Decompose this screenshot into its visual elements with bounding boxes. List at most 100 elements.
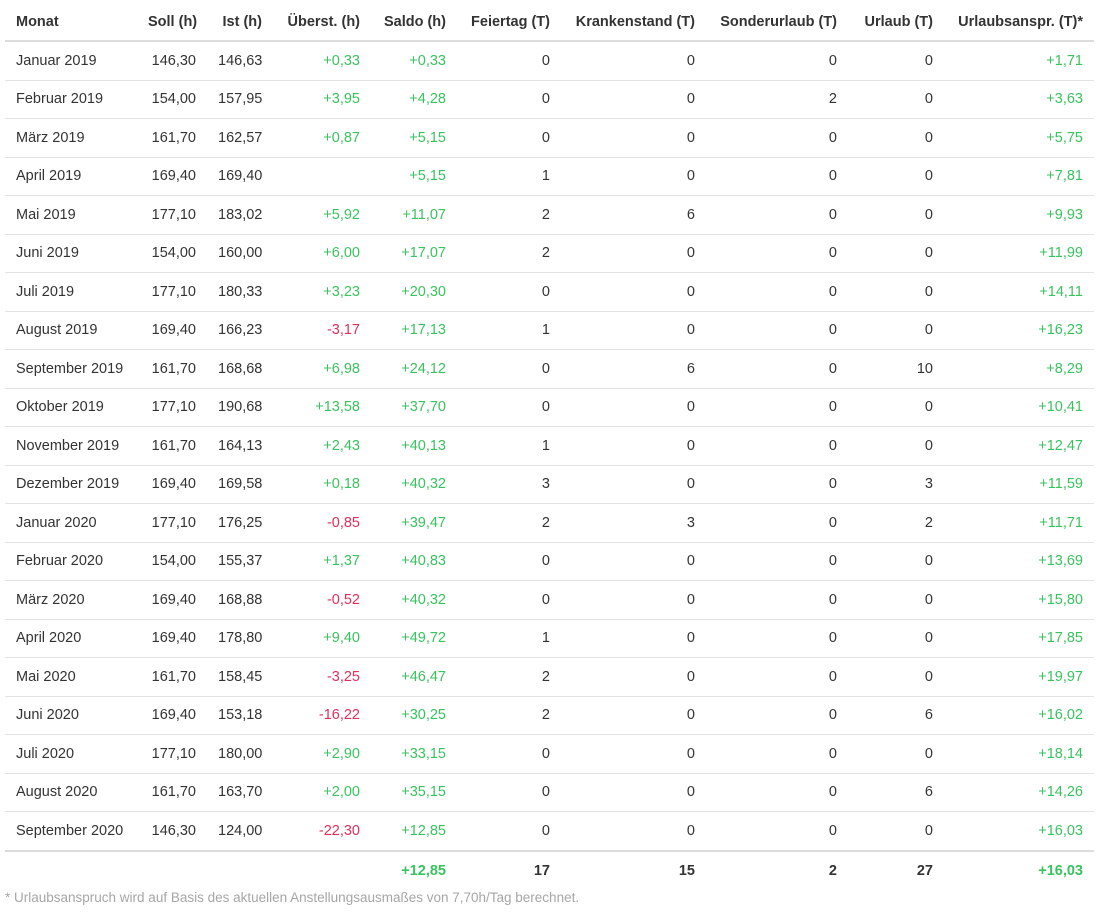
cell-urlaubsanspruch: +16,23: [944, 311, 1094, 350]
cell-sonderurlaub: 0: [706, 734, 848, 774]
cell-krankenstand: 0: [561, 619, 706, 658]
cell-monat: Juli 2019: [5, 272, 137, 312]
cell-feiertag: 0: [457, 41, 561, 81]
cell-sonderurlaub: 0: [706, 272, 848, 312]
header-feiertag[interactable]: Feiertag (T): [457, 3, 561, 42]
cell-urlaubsanspruch: +1,71: [944, 41, 1094, 81]
cell-ist: 169,58: [207, 465, 273, 504]
cell-feiertag: 0: [457, 272, 561, 312]
cell-saldo: +33,15: [371, 734, 457, 774]
cell-monat: Juli 2020: [5, 734, 137, 774]
cell-soll: 177,10: [137, 195, 207, 235]
cell-ist: 160,00: [207, 234, 273, 273]
cell-saldo: +35,15: [371, 773, 457, 812]
cell-krankenstand: 0: [561, 41, 706, 81]
header-urlaub[interactable]: Urlaub (T): [848, 3, 944, 42]
cell-ist: 169,40: [207, 157, 273, 196]
cell-ist: 163,70: [207, 773, 273, 812]
cell-urlaubsanspruch: +7,81: [944, 157, 1094, 196]
header-krankenstand[interactable]: Krankenstand (T): [561, 3, 706, 42]
table-row: Juni 2019 154,00 160,00 +6,00 +17,07 2 0 0 0 +11,…: [5, 234, 1094, 273]
cell-urlaub: 3: [848, 465, 944, 504]
cell-feiertag: 0: [457, 388, 561, 427]
cell-urlaubsanspruch: +11,99: [944, 234, 1094, 273]
cell-urlaubsanspruch: +3,63: [944, 80, 1094, 119]
cell-ist: 190,68: [207, 388, 273, 427]
cell-urlaubsanspruch: +11,59: [944, 465, 1094, 504]
cell-ist: 146,63: [207, 41, 273, 81]
total-urlaub: 27: [848, 849, 944, 890]
cell-ist: 183,02: [207, 195, 273, 235]
table-row: Juli 2019 177,10 180,33 +3,23 +20,30 0 0 0 0 +14,…: [5, 272, 1094, 312]
cell-ist: 178,80: [207, 619, 273, 658]
footnote: * Urlaubsanspruch wird auf Basis des akt…: [5, 890, 580, 905]
table-row: August 2019 169,40 166,23 -3,17 +17,13 1 0 0 0 +1…: [5, 311, 1094, 350]
header-ist[interactable]: Ist (h): [207, 3, 273, 42]
cell-urlaubsanspruch: +9,93: [944, 195, 1094, 235]
cell-saldo: +40,32: [371, 465, 457, 504]
cell-monat: Oktober 2019: [5, 388, 137, 427]
cell-ueberstunden: -22,30: [273, 811, 371, 851]
cell-monat: April 2019: [5, 157, 137, 196]
cell-saldo: +17,13: [371, 311, 457, 350]
header-sonderurlaub[interactable]: Sonderurlaub (T): [706, 3, 848, 42]
cell-urlaub: 0: [848, 426, 944, 466]
header-soll[interactable]: Soll (h): [137, 3, 207, 42]
cell-feiertag: 1: [457, 157, 561, 196]
table-row: November 2019 161,70 164,13 +2,43 +40,13 1 0 0 0…: [5, 426, 1094, 466]
cell-urlaub: 10: [848, 349, 944, 389]
table-row: Februar 2019 154,00 157,95 +3,95 +4,28 0 0 2 0 +3…: [5, 80, 1094, 119]
cell-soll: 161,70: [137, 657, 207, 697]
cell-ueberstunden: -0,85: [273, 503, 371, 543]
cell-soll: 161,70: [137, 426, 207, 466]
cell-urlaubsanspruch: +15,80: [944, 580, 1094, 620]
header-monat[interactable]: Monat: [5, 3, 137, 42]
cell-monat: Juni 2020: [5, 696, 137, 735]
table-header-row: Monat Soll (h) Ist (h) Überst. (h) Saldo…: [5, 3, 1094, 42]
cell-krankenstand: 0: [561, 157, 706, 196]
cell-soll: 169,40: [137, 619, 207, 658]
cell-sonderurlaub: 0: [706, 811, 848, 851]
table-row: September 2019 161,70 168,68 +6,98 +24,12 0 6 0…: [5, 349, 1094, 389]
cell-soll: 177,10: [137, 734, 207, 774]
cell-monat: April 2020: [5, 619, 137, 658]
cell-urlaubsanspruch: +14,26: [944, 773, 1094, 812]
cell-krankenstand: 0: [561, 773, 706, 812]
cell-sonderurlaub: 0: [706, 234, 848, 273]
cell-feiertag: 3: [457, 465, 561, 504]
cell-sonderurlaub: 0: [706, 619, 848, 658]
cell-saldo: +17,07: [371, 234, 457, 273]
table-row: März 2019 161,70 162,57 +0,87 +5,15 0 0 0 0 +5,75: [5, 118, 1094, 158]
cell-feiertag: 2: [457, 234, 561, 273]
cell-krankenstand: 0: [561, 272, 706, 312]
cell-saldo: +5,15: [371, 157, 457, 196]
cell-sonderurlaub: 0: [706, 118, 848, 158]
header-saldo[interactable]: Saldo (h): [371, 3, 457, 42]
cell-ist: 157,95: [207, 80, 273, 119]
cell-ueberstunden: +2,43: [273, 426, 371, 466]
cell-ueberstunden: +5,92: [273, 195, 371, 235]
table-row: Januar 2020 177,10 176,25 -0,85 +39,47 2 3 0 2 +1…: [5, 503, 1094, 543]
cell-saldo: +39,47: [371, 503, 457, 543]
cell-krankenstand: 0: [561, 580, 706, 620]
cell-soll: 177,10: [137, 272, 207, 312]
cell-saldo: +46,47: [371, 657, 457, 697]
cell-ist: 153,18: [207, 696, 273, 735]
cell-feiertag: 2: [457, 657, 561, 697]
cell-feiertag: 0: [457, 773, 561, 812]
total-urlaubsanspruch: +16,03: [944, 849, 1094, 890]
cell-sonderurlaub: 0: [706, 696, 848, 735]
cell-monat: März 2019: [5, 118, 137, 158]
cell-ueberstunden: +0,18: [273, 465, 371, 504]
cell-urlaubsanspruch: +8,29: [944, 349, 1094, 389]
cell-ist: 168,68: [207, 349, 273, 389]
cell-ueberstunden: +2,00: [273, 773, 371, 812]
cell-krankenstand: 3: [561, 503, 706, 543]
header-ueberstunden[interactable]: Überst. (h): [273, 3, 371, 42]
cell-urlaub: 0: [848, 811, 944, 851]
cell-saldo: +40,32: [371, 580, 457, 620]
total-sonderurlaub: 2: [706, 849, 848, 890]
cell-ist: 180,00: [207, 734, 273, 774]
cell-soll: 146,30: [137, 811, 207, 851]
header-urlaubsanspruch[interactable]: Urlaubsanspr. (T)*: [944, 3, 1094, 42]
